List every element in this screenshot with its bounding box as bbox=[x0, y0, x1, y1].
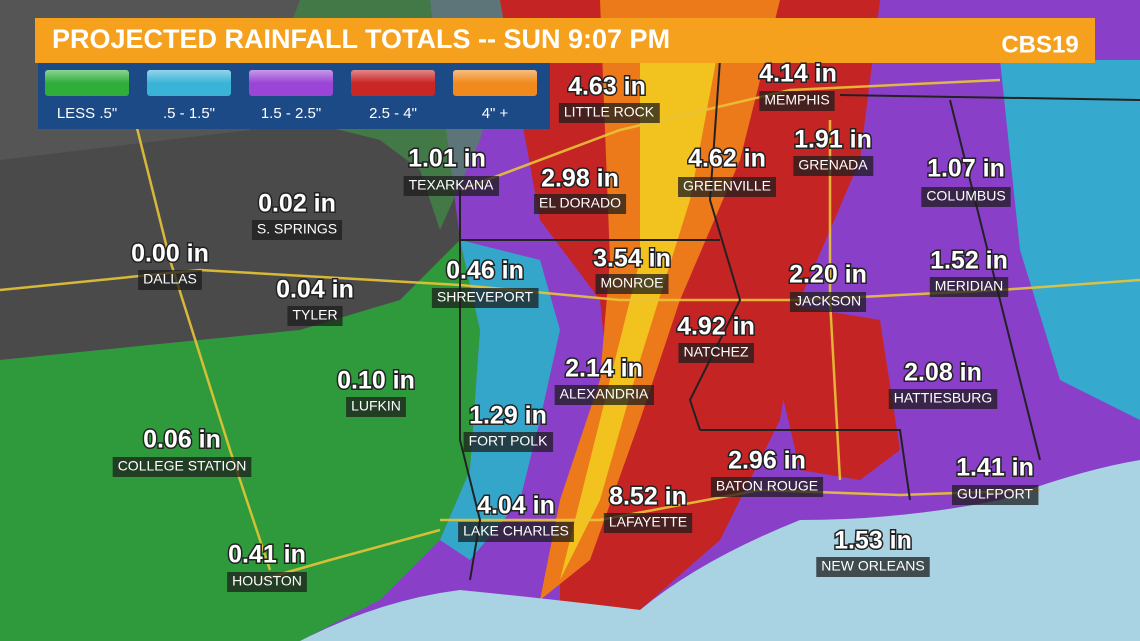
title-bar bbox=[35, 18, 1095, 63]
city-name: LAFAYETTE bbox=[609, 514, 687, 530]
city-name-box bbox=[554, 385, 655, 405]
city-name-box bbox=[793, 156, 874, 176]
city-name-box bbox=[603, 513, 693, 533]
rain-amount: 0.00 in bbox=[131, 240, 209, 268]
city-name: MEMPHIS bbox=[764, 92, 829, 108]
rain-amount: 0.41 in bbox=[228, 541, 306, 569]
legend-label: LESS .5" bbox=[57, 105, 117, 122]
city-name: GREENVILLE bbox=[683, 178, 771, 194]
city-labels: LITTLE ROCK 4.63 in MEMPHIS 4.14 in TEXARKAN… bbox=[112, 58, 1039, 592]
rain-amount: 0.04 in bbox=[276, 276, 354, 304]
city-name: MERIDIAN bbox=[935, 278, 1003, 294]
rain-amount: 8.52 in bbox=[609, 483, 687, 511]
city-name: FORT POLK bbox=[469, 433, 549, 449]
legend-swatch-shine bbox=[453, 70, 537, 96]
rain-amount: 4.63 in bbox=[568, 73, 646, 101]
city-name: NATCHEZ bbox=[683, 344, 749, 360]
rain-amount: 4.14 in bbox=[759, 60, 837, 88]
city-name: HATTIESBURG bbox=[894, 390, 993, 406]
city-name: BATON ROUGE bbox=[716, 478, 818, 494]
rain-amount: 1.52 in bbox=[930, 247, 1008, 275]
title: PROJECTED RAINFALL TOTALS -- SUN 9:07 PM bbox=[52, 24, 670, 54]
city-name-box bbox=[929, 277, 1009, 297]
city-name: HOUSTON bbox=[232, 573, 302, 589]
city-name: LAKE CHARLES bbox=[463, 523, 569, 539]
city-name: GULFPORT bbox=[957, 486, 1033, 502]
city-name-box bbox=[595, 274, 669, 294]
rain-amount: 1.01 in bbox=[408, 145, 486, 173]
rain-amount: 1.29 in bbox=[469, 402, 547, 430]
legend-label: 4" + bbox=[482, 105, 509, 122]
city-name-box bbox=[227, 572, 307, 592]
city-name-box bbox=[138, 270, 202, 290]
city-name-box bbox=[789, 292, 867, 312]
legend-swatch-shine bbox=[147, 70, 231, 96]
rain-amount: 4.92 in bbox=[677, 313, 755, 341]
city-name: TEXARKANA bbox=[409, 177, 494, 193]
rain-amount: 0.46 in bbox=[446, 257, 524, 285]
city-name-box bbox=[431, 288, 539, 308]
rain-amount: 2.08 in bbox=[904, 359, 982, 387]
legend-label: 2.5 - 4" bbox=[369, 105, 417, 122]
city-name: LUFKIN bbox=[351, 398, 401, 414]
city-name-box bbox=[287, 306, 343, 326]
city-name-box bbox=[558, 103, 660, 123]
rain-amount: 4.62 in bbox=[688, 145, 766, 173]
city-name: SHREVEPORT bbox=[437, 289, 534, 305]
rain-amount: 3.54 in bbox=[593, 245, 671, 273]
city-name-box bbox=[458, 522, 574, 542]
legend-swatch-shine bbox=[45, 70, 129, 96]
rain-amount: 0.10 in bbox=[337, 367, 415, 395]
city-name-box bbox=[952, 485, 1039, 505]
rain-amount: 1.07 in bbox=[927, 155, 1005, 183]
city-name: S. SPRINGS bbox=[257, 221, 337, 237]
rain-amount: 2.14 in bbox=[565, 355, 643, 383]
city-name-box bbox=[251, 220, 343, 240]
city-name: JACKSON bbox=[795, 293, 861, 309]
legend: LESS .5" .5 - 1.5" 1.5 - 2.5" 2.5 - 4" 4" + bbox=[45, 70, 537, 122]
city-name: LITTLE ROCK bbox=[564, 104, 655, 120]
city-name-box bbox=[112, 457, 252, 477]
city-name: GRENADA bbox=[798, 157, 868, 173]
city-name-box bbox=[710, 477, 824, 497]
city-name-box bbox=[678, 177, 776, 197]
legend-swatch-shine bbox=[249, 70, 333, 96]
city-name: DALLAS bbox=[143, 271, 197, 287]
city-name-box bbox=[816, 557, 930, 577]
city-name: MONROE bbox=[601, 275, 664, 291]
rain-amount: 0.02 in bbox=[258, 190, 336, 218]
city-name: EL DORADO bbox=[539, 195, 621, 211]
rain-amount: 1.53 in bbox=[834, 527, 912, 555]
legend-label: 1.5 - 2.5" bbox=[261, 105, 321, 122]
rain-amount: 2.96 in bbox=[728, 447, 806, 475]
rain-amount: 2.20 in bbox=[789, 261, 867, 289]
city-name-box bbox=[346, 397, 406, 417]
city-name: ALEXANDRIA bbox=[560, 386, 649, 402]
rain-amount: 1.91 in bbox=[794, 126, 872, 154]
logo: CBS19 bbox=[1001, 31, 1078, 58]
city-name: COLLEGE STATION bbox=[118, 458, 247, 474]
city-name-box bbox=[888, 389, 998, 409]
city-name: COLUMBUS bbox=[926, 188, 1005, 204]
legend-swatch-shine bbox=[351, 70, 435, 96]
city-name-box bbox=[534, 194, 627, 214]
city-name-box bbox=[921, 187, 1011, 207]
rain-amount: 4.04 in bbox=[477, 492, 555, 520]
city-name: NEW ORLEANS bbox=[821, 558, 924, 574]
city-name-box bbox=[463, 432, 554, 452]
rain-amount: 2.98 in bbox=[541, 165, 619, 193]
city-name-box bbox=[678, 343, 754, 363]
rain-amount: 1.41 in bbox=[956, 454, 1034, 482]
legend-label: .5 - 1.5" bbox=[163, 105, 215, 122]
rain-amount: 0.06 in bbox=[143, 426, 221, 454]
city-name-box bbox=[759, 91, 835, 111]
city-name-box bbox=[403, 176, 500, 196]
city-name: TYLER bbox=[292, 307, 337, 323]
